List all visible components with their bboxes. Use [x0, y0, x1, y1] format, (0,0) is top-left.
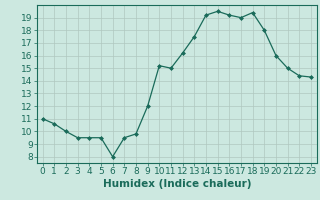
X-axis label: Humidex (Indice chaleur): Humidex (Indice chaleur)	[102, 179, 251, 189]
